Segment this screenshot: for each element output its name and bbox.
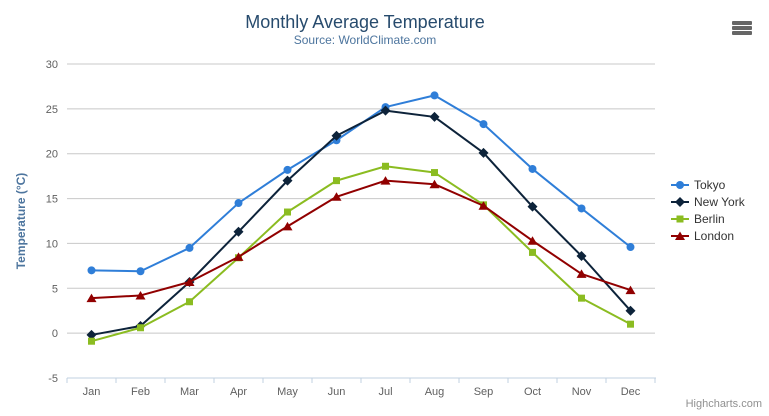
y-tick-label: 0 bbox=[52, 328, 58, 340]
data-point-london bbox=[478, 201, 489, 210]
legend-symbol-london bbox=[675, 231, 685, 240]
legend-marker-triangle-icon bbox=[671, 231, 689, 240]
legend-item-berlin[interactable]: Berlin bbox=[671, 210, 745, 227]
legend-item-new-york[interactable]: New York bbox=[671, 193, 745, 210]
series-tokyo[interactable] bbox=[87, 91, 635, 276]
credits-link[interactable]: Highcharts.com bbox=[685, 398, 762, 410]
legend-item-tokyo[interactable]: Tokyo bbox=[671, 176, 745, 193]
y-tick-label: 10 bbox=[46, 238, 58, 250]
data-point-london bbox=[625, 285, 636, 295]
data-point-berlin bbox=[627, 320, 634, 328]
data-point-london bbox=[527, 236, 538, 245]
x-tick-label: Mar bbox=[180, 386, 199, 398]
hamburger-icon bbox=[732, 26, 752, 30]
data-point-london bbox=[576, 269, 587, 278]
data-point-berlin bbox=[333, 177, 340, 185]
data-point-london bbox=[331, 192, 342, 201]
data-point-london bbox=[429, 179, 440, 189]
data-point-london bbox=[184, 277, 195, 287]
data-point-tokyo bbox=[528, 164, 537, 173]
legend-label: New York bbox=[694, 194, 745, 209]
y-tick-label: 25 bbox=[46, 104, 58, 116]
data-point-berlin bbox=[186, 298, 193, 306]
data-point-tokyo bbox=[577, 204, 586, 213]
series-london[interactable] bbox=[86, 176, 636, 303]
data-point-tokyo bbox=[283, 165, 292, 174]
chart-title: Monthly Average Temperature bbox=[245, 12, 485, 32]
data-point-new-york bbox=[625, 305, 636, 316]
y-tick-label: 20 bbox=[46, 149, 58, 161]
series-line-berlin bbox=[90, 165, 632, 343]
y-tick-label: -5 bbox=[48, 373, 58, 385]
data-point-berlin bbox=[578, 294, 585, 302]
data-point-berlin bbox=[382, 162, 389, 170]
series-line-tokyo bbox=[90, 94, 632, 273]
data-point-berlin bbox=[431, 169, 438, 177]
hamburger-icon bbox=[732, 21, 752, 25]
data-point-new-york bbox=[429, 111, 440, 122]
data-point-london bbox=[86, 293, 97, 303]
data-point-london bbox=[135, 290, 146, 300]
x-tick-label: Dec bbox=[621, 386, 641, 398]
x-tick-label: Apr bbox=[230, 386, 247, 398]
x-tick-label: May bbox=[277, 386, 298, 398]
data-point-new-york bbox=[233, 226, 244, 237]
data-point-berlin bbox=[529, 248, 536, 256]
x-tick-label: Nov bbox=[572, 386, 592, 398]
data-point-tokyo bbox=[430, 91, 439, 100]
y-axis-title: Temperature (°C) bbox=[14, 173, 28, 270]
x-tick-label: Jun bbox=[328, 386, 346, 398]
legend-symbol-tokyo bbox=[676, 180, 684, 189]
legend-label: London bbox=[694, 228, 735, 243]
x-tick-label: Feb bbox=[131, 386, 150, 398]
data-point-berlin bbox=[88, 337, 95, 345]
data-point-new-york bbox=[282, 175, 293, 186]
data-point-london bbox=[282, 221, 293, 231]
legend-symbol-new-york bbox=[675, 196, 685, 207]
data-point-tokyo bbox=[136, 267, 145, 276]
data-point-tokyo bbox=[185, 243, 194, 252]
data-point-tokyo bbox=[234, 199, 243, 208]
y-tick-label: 30 bbox=[46, 59, 58, 71]
legend-item-london[interactable]: London bbox=[671, 227, 745, 244]
y-tick-label: 15 bbox=[46, 194, 58, 206]
export-menu-button[interactable] bbox=[732, 21, 754, 36]
data-point-tokyo bbox=[626, 243, 635, 252]
legend-marker-square-icon bbox=[671, 215, 689, 222]
data-point-new-york bbox=[527, 201, 538, 212]
legend-label: Berlin bbox=[694, 211, 725, 226]
chart-subtitle: Source: WorldClimate.com bbox=[293, 33, 437, 47]
x-tick-label: Aug bbox=[425, 386, 445, 398]
data-point-new-york bbox=[86, 329, 97, 340]
legend-marker-circle-icon bbox=[671, 180, 689, 189]
x-tick-label: Jul bbox=[378, 386, 392, 398]
legend-symbol-berlin bbox=[676, 215, 684, 222]
legend: Tokyo New York Berlin London bbox=[671, 176, 745, 244]
data-point-berlin bbox=[137, 324, 144, 332]
x-tick-label: Sep bbox=[474, 386, 494, 398]
data-point-tokyo bbox=[87, 266, 96, 275]
legend-label: Tokyo bbox=[694, 177, 726, 192]
hamburger-icon bbox=[732, 31, 752, 35]
data-point-london bbox=[380, 176, 391, 185]
x-tick-label: Oct bbox=[524, 386, 541, 398]
legend-marker-diamond-icon bbox=[671, 196, 689, 207]
series-new-york[interactable] bbox=[86, 105, 636, 340]
data-point-tokyo bbox=[479, 120, 488, 129]
data-point-new-york bbox=[478, 147, 489, 158]
y-tick-label: 5 bbox=[52, 283, 58, 295]
data-point-london bbox=[233, 252, 244, 261]
series-line-london bbox=[90, 179, 632, 300]
data-point-new-york bbox=[576, 250, 587, 261]
x-tick-label: Jan bbox=[83, 386, 101, 398]
series-line-new-york bbox=[90, 109, 632, 336]
data-point-new-york bbox=[331, 130, 342, 141]
data-point-berlin bbox=[284, 208, 291, 216]
data-point-new-york bbox=[380, 105, 391, 116]
